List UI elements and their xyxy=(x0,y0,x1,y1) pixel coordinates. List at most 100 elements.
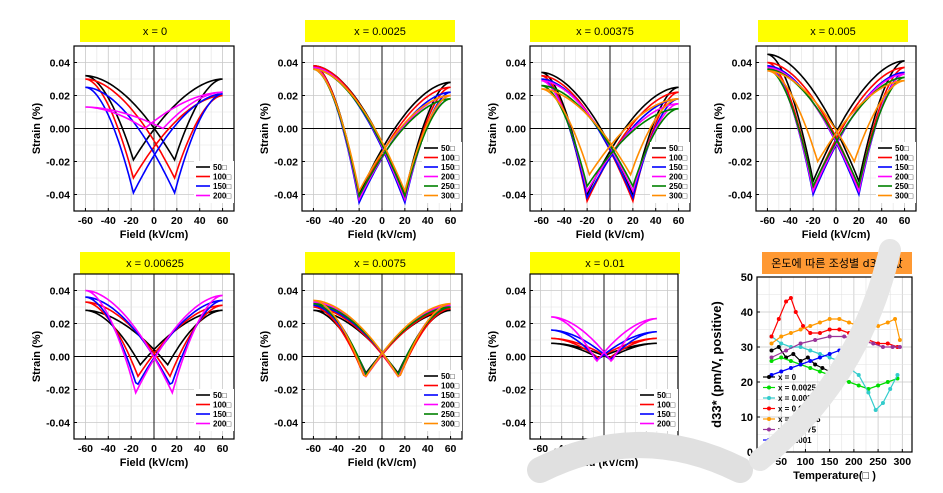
legend-label: x = 0 xyxy=(778,373,797,382)
x-axis-label: Field (kV/cm) xyxy=(576,229,645,241)
series-point xyxy=(798,362,803,367)
chart-panel-5: x = 0.00625 -60 -40 -20 0 20 40 60 0.04 0.02 0.00 -… xyxy=(31,252,235,469)
x-tick-label: -20 xyxy=(352,443,367,455)
legend-label: 100□ xyxy=(441,382,459,391)
series-point xyxy=(788,296,793,300)
x-tick-label: -60 xyxy=(533,443,548,455)
y-tick-label: 0 xyxy=(747,447,753,459)
series-line xyxy=(313,68,451,194)
x-tick-label: -60 xyxy=(306,215,321,227)
series-point xyxy=(844,345,849,349)
series-point xyxy=(808,348,813,353)
y-tick-label: 0.00 xyxy=(50,352,71,364)
x-tick-label: 20 xyxy=(171,215,183,227)
legend: 50□100□150□200□250□300□ xyxy=(422,370,462,431)
chart-title: x = 0 xyxy=(143,26,167,38)
x-axis-label: Field (kV/cm) xyxy=(348,229,417,241)
y-tick-label: -0.02 xyxy=(274,157,298,169)
y-tick-label: 0.02 xyxy=(50,319,71,331)
series-point xyxy=(779,334,784,339)
legend: 50□100□150□200□250□300□ xyxy=(876,142,916,203)
chart-panel-8: 온도에 따른 조성별 d33* 값0 50 100 150 200 250 30050403… xyxy=(709,252,913,482)
series-point xyxy=(784,299,789,304)
x-tick-label: 60 xyxy=(445,443,457,455)
series-point xyxy=(890,345,895,349)
series-line xyxy=(85,86,223,196)
y-tick-label: -0.02 xyxy=(274,385,298,397)
series-group xyxy=(551,316,657,363)
series-point xyxy=(798,359,803,363)
legend-label: 200□ xyxy=(213,420,231,429)
legend-label: 50□ xyxy=(669,144,683,153)
legend-label: 200□ xyxy=(441,401,459,410)
y-tick-label: 0.02 xyxy=(278,319,299,331)
legend-label: x = 0.0075 xyxy=(778,426,817,435)
legend-label: 200□ xyxy=(213,192,231,201)
series-point xyxy=(876,383,881,388)
series-line xyxy=(313,299,451,378)
series-point xyxy=(808,324,813,328)
x-axis-label: Field (kV/cm) xyxy=(348,457,417,469)
legend-marker xyxy=(767,406,771,411)
x-tick-label: 0 xyxy=(607,215,613,227)
series-point xyxy=(897,345,902,349)
legend-label: 50□ xyxy=(441,144,455,153)
y-tick-label: 0.04 xyxy=(506,286,527,298)
legend-label: 150□ xyxy=(895,163,913,172)
legend-label: 100□ xyxy=(895,154,913,163)
series-point xyxy=(866,324,871,328)
y-axis-label: Strain (%) xyxy=(487,330,499,382)
legend-label: 300□ xyxy=(441,420,459,429)
series-point xyxy=(817,369,822,374)
legend-label: 100□ xyxy=(669,154,687,163)
series-line xyxy=(770,297,898,348)
legend-label: 150□ xyxy=(213,182,231,191)
series-point xyxy=(808,331,813,335)
series-point xyxy=(866,390,871,395)
x-tick-label: 20 xyxy=(399,443,411,455)
y-tick-label: 0.02 xyxy=(506,319,527,331)
legend-label: x = 0.00375 xyxy=(778,394,821,403)
x-tick-label: -40 xyxy=(101,215,116,227)
series-line xyxy=(541,84,679,189)
x-tick-label: -20 xyxy=(124,443,139,455)
series-group xyxy=(85,289,223,396)
series-point xyxy=(784,348,789,353)
series-line xyxy=(85,74,223,162)
chart-panel-3: x = 0.00375 -60 -40 -20 0 20 40 60 0.04 0.02 0.00 -… xyxy=(487,20,691,241)
x-tick-label: 0 xyxy=(601,443,607,455)
chart-title-box xyxy=(305,252,455,274)
series-line xyxy=(85,289,223,396)
series-point xyxy=(798,327,803,332)
chart-panel-1: x = 0 -60 -40 -20 0 20 40 60 0.04 0.02 0.00 -0.02 -0… xyxy=(31,20,235,241)
x-tick-label: -60 xyxy=(534,215,549,227)
chart-title-box xyxy=(305,20,455,42)
y-tick-label: 20 xyxy=(741,377,753,389)
series-point xyxy=(827,369,832,374)
series-point xyxy=(788,366,793,370)
y-tick-label: 0.00 xyxy=(506,124,527,136)
series-line xyxy=(313,302,451,377)
legend-label: 150□ xyxy=(669,163,687,172)
y-tick-label: -0.02 xyxy=(46,157,70,169)
series-point xyxy=(847,366,852,370)
x-tick-label: 0 xyxy=(379,215,385,227)
x-tick-label: -20 xyxy=(806,215,821,227)
y-axis-label: Strain (%) xyxy=(31,330,43,382)
series-point xyxy=(842,334,847,339)
legend-label: x = 0.0025 xyxy=(778,384,817,393)
series-point xyxy=(856,338,861,342)
series-line xyxy=(85,91,223,130)
x-tick-label: -40 xyxy=(783,215,798,227)
legend-marker xyxy=(767,438,771,442)
chart-title: x = 0.005 xyxy=(810,26,856,38)
series-point xyxy=(817,331,822,335)
chart-panel-2: x = 0.0025 -60 -40 -20 0 20 40 60 0.04 0.02 0.00 -0… xyxy=(259,20,463,241)
legend-label: x = 0.00625 xyxy=(778,415,821,424)
y-tick-label: 0.02 xyxy=(732,91,753,103)
series-point xyxy=(808,359,813,363)
legend-label: 50□ xyxy=(441,372,455,381)
series-point xyxy=(817,320,822,325)
x-tick-label: -60 xyxy=(78,215,93,227)
series-line xyxy=(767,53,905,185)
